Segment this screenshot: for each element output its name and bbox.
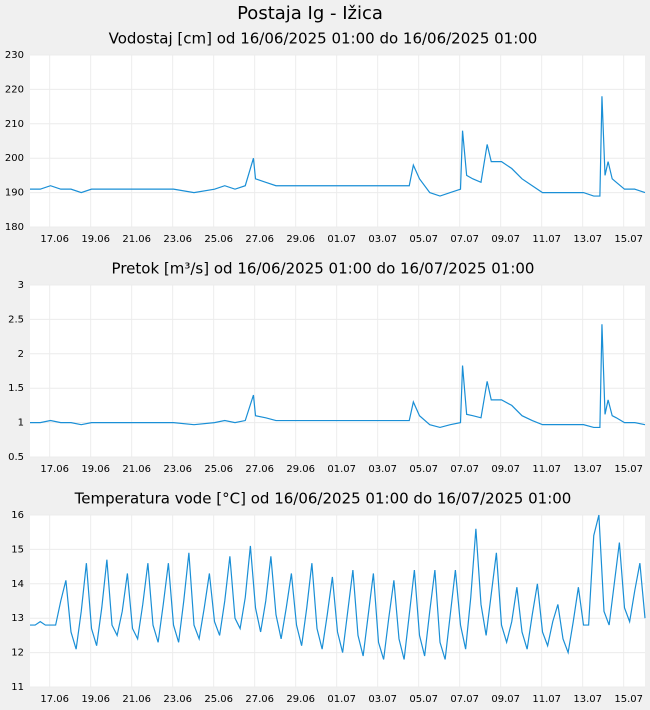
y-tick-label: 200 — [5, 153, 24, 164]
x-tick-label: 29.06 — [286, 464, 315, 475]
x-tick-label: 17.06 — [40, 234, 69, 245]
y-tick-label: 180 — [5, 222, 24, 233]
page-title: Postaja Ig - Ižica — [237, 3, 383, 24]
x-tick-label: 21.06 — [122, 234, 151, 245]
data-line — [30, 324, 646, 429]
y-tick-label: 14 — [11, 579, 24, 590]
data-line — [30, 96, 646, 197]
y-tick-label: 190 — [5, 188, 24, 199]
y-tick-label: 0.5 — [8, 452, 24, 463]
x-tick-label: 19.06 — [81, 694, 110, 705]
x-tick-label: 05.07 — [409, 464, 438, 475]
y-tick-label: 11 — [11, 682, 24, 693]
x-tick-label: 27.06 — [245, 464, 274, 475]
x-tick-label: 03.07 — [368, 694, 397, 705]
x-tick-label: 25.06 — [204, 464, 233, 475]
y-tick-label: 2.5 — [8, 314, 24, 325]
data-line — [30, 514, 646, 660]
x-tick-label: 07.07 — [450, 234, 479, 245]
x-tick-label: 23.06 — [163, 694, 192, 705]
x-tick-label: 03.07 — [368, 234, 397, 245]
x-tick-label: 13.07 — [573, 464, 602, 475]
x-tick-label: 29.06 — [286, 694, 315, 705]
x-tick-label: 01.07 — [327, 464, 356, 475]
y-tick-label: 1.5 — [8, 383, 24, 394]
x-tick-label: 13.07 — [573, 694, 602, 705]
x-tick-label: 15.07 — [614, 464, 643, 475]
y-tick-label: 1 — [18, 418, 24, 429]
x-tick-label: 01.07 — [327, 694, 356, 705]
y-tick-label: 220 — [5, 84, 24, 95]
x-tick-label: 13.07 — [573, 234, 602, 245]
plot-area — [30, 55, 645, 227]
x-tick-label: 11.07 — [532, 694, 561, 705]
x-tick-label: 21.06 — [122, 464, 151, 475]
chart-title: Vodostaj [cm] od 16/06/2025 01:00 do 16/… — [109, 30, 538, 48]
x-tick-label: 07.07 — [450, 694, 479, 705]
x-tick-label: 03.07 — [368, 464, 397, 475]
y-tick-label: 3 — [18, 280, 24, 291]
x-tick-label: 21.06 — [122, 694, 151, 705]
x-tick-label: 09.07 — [491, 464, 520, 475]
x-tick-label: 19.06 — [81, 234, 110, 245]
y-tick-label: 16 — [11, 510, 24, 521]
x-tick-label: 15.07 — [614, 234, 643, 245]
x-tick-label: 05.07 — [409, 234, 438, 245]
x-tick-label: 01.07 — [327, 234, 356, 245]
plot-area — [30, 515, 645, 687]
y-tick-label: 12 — [11, 648, 24, 659]
y-tick-label: 15 — [11, 544, 24, 555]
x-tick-label: 09.07 — [491, 694, 520, 705]
x-tick-label: 19.06 — [81, 464, 110, 475]
y-tick-label: 13 — [11, 613, 24, 624]
x-tick-label: 25.06 — [204, 694, 233, 705]
x-tick-label: 07.07 — [450, 464, 479, 475]
x-tick-label: 17.06 — [40, 694, 69, 705]
y-tick-label: 210 — [5, 119, 24, 130]
x-tick-label: 27.06 — [245, 694, 274, 705]
x-tick-label: 23.06 — [163, 234, 192, 245]
x-tick-label: 23.06 — [163, 464, 192, 475]
x-tick-label: 15.07 — [614, 694, 643, 705]
y-tick-label: 2 — [18, 349, 24, 360]
y-tick-label: 230 — [5, 50, 24, 61]
plot-area — [30, 285, 645, 457]
x-tick-label: 29.06 — [286, 234, 315, 245]
x-tick-label: 27.06 — [245, 234, 274, 245]
x-tick-label: 05.07 — [409, 694, 438, 705]
x-tick-label: 11.07 — [532, 464, 561, 475]
x-tick-label: 25.06 — [204, 234, 233, 245]
x-tick-label: 09.07 — [491, 234, 520, 245]
chart-title: Pretok [m³/s] od 16/06/2025 01:00 do 16/… — [112, 260, 535, 278]
x-tick-label: 11.07 — [532, 234, 561, 245]
x-tick-label: 17.06 — [40, 464, 69, 475]
chart-title: Temperatura vode [°C] od 16/06/2025 01:0… — [74, 490, 572, 508]
